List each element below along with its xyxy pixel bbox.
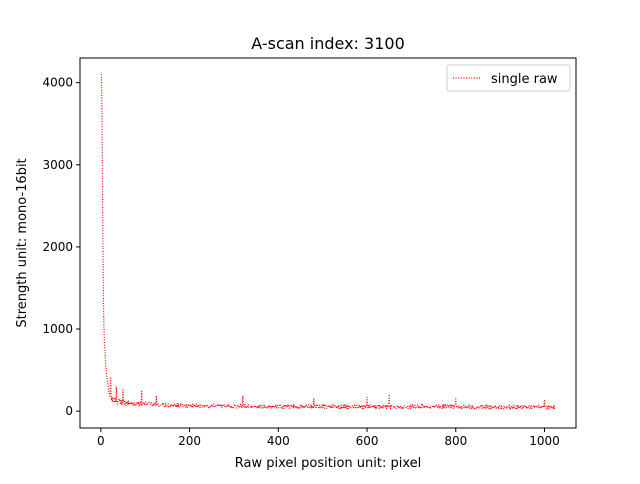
- y-tick-label: 4000: [42, 76, 73, 90]
- y-tick-label: 0: [65, 404, 73, 418]
- legend-label-single-raw: single raw: [491, 72, 558, 87]
- chart-title: A-scan index: 3100: [251, 34, 405, 53]
- plot-frame: [79, 57, 577, 429]
- y-tick-label: 3000: [42, 158, 73, 172]
- y-tick-label: 2000: [42, 240, 73, 254]
- x-axis: 0 200 400 600 800 1000: [97, 428, 560, 448]
- x-tick-label: 400: [267, 434, 290, 448]
- y-axis: 0 1000 2000 3000 4000: [42, 76, 80, 418]
- y-tick-label: 1000: [42, 322, 73, 336]
- plot-area: [79, 57, 577, 429]
- series-line-single-raw: [100, 73, 556, 410]
- y-axis-label: Strength unit: mono-16bit: [15, 158, 30, 327]
- x-tick-label: 200: [178, 434, 201, 448]
- legend: single raw: [446, 64, 571, 92]
- x-tick-label: 0: [97, 434, 105, 448]
- legend-box: [446, 64, 571, 92]
- x-axis-label: Raw pixel position unit: pixel: [235, 456, 421, 471]
- series-layer: [100, 73, 556, 410]
- x-tick-label: 1000: [529, 434, 560, 448]
- x-tick-label: 600: [356, 434, 379, 448]
- x-tick-label: 800: [444, 434, 467, 448]
